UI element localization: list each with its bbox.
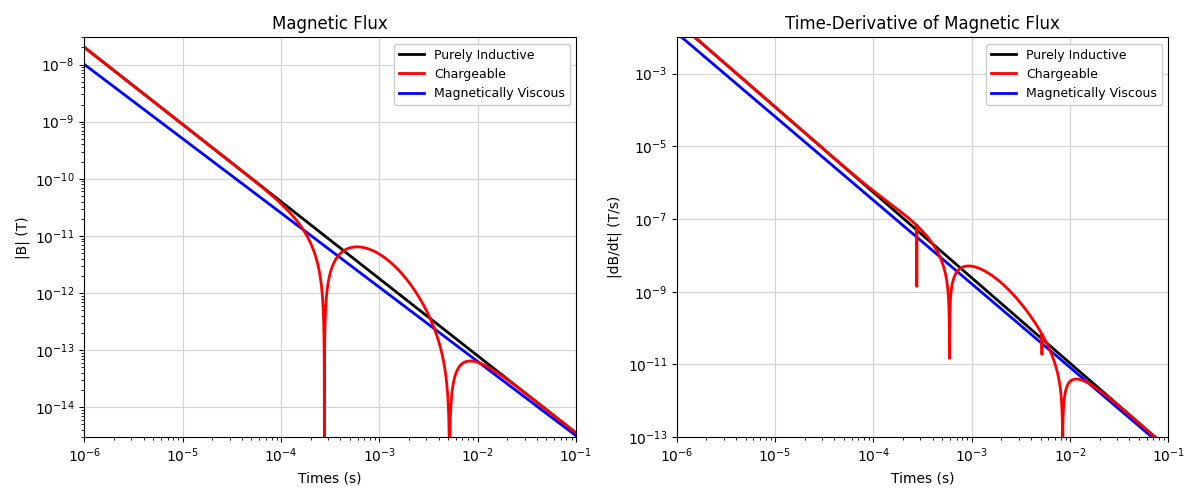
Title: Magnetic Flux: Magnetic Flux <box>272 15 388 33</box>
Legend: Purely Inductive, Chargeable, Magnetically Viscous: Purely Inductive, Chargeable, Magnetical… <box>986 44 1162 105</box>
X-axis label: Times (s): Times (s) <box>299 471 362 485</box>
Y-axis label: |dB/dt| (T/s): |dB/dt| (T/s) <box>607 196 622 278</box>
X-axis label: Times (s): Times (s) <box>890 471 954 485</box>
Y-axis label: |B| (T): |B| (T) <box>16 216 30 258</box>
Legend: Purely Inductive, Chargeable, Magnetically Viscous: Purely Inductive, Chargeable, Magnetical… <box>394 44 570 105</box>
Title: Time-Derivative of Magnetic Flux: Time-Derivative of Magnetic Flux <box>785 15 1060 33</box>
